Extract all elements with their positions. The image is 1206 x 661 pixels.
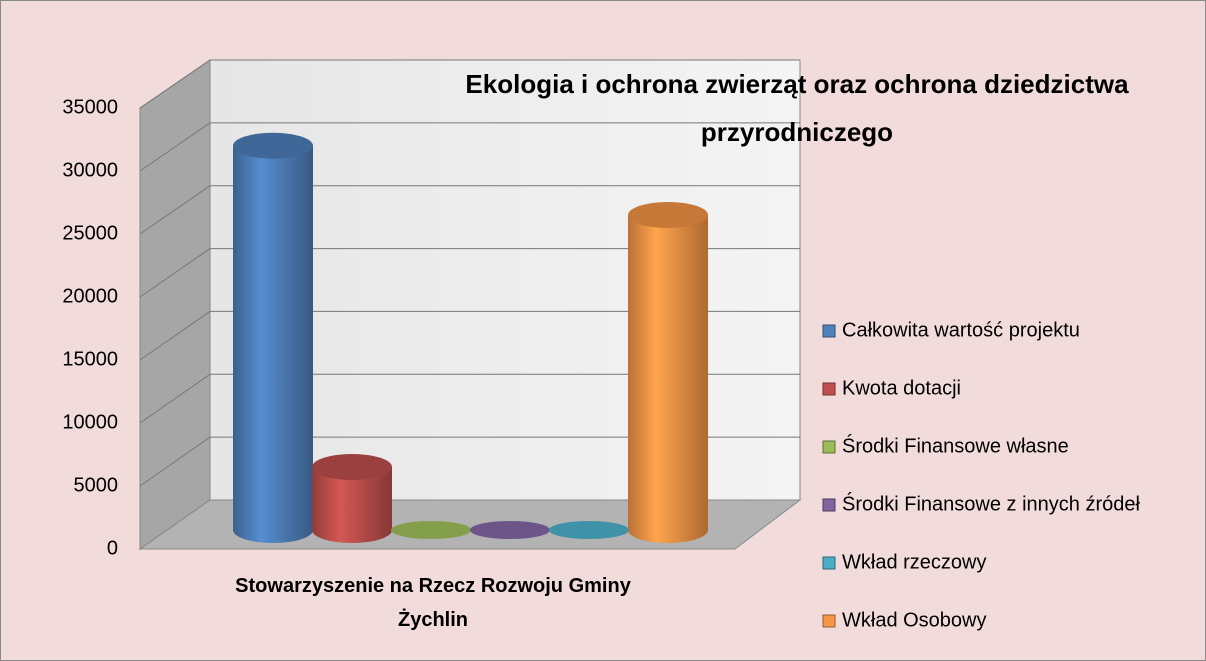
bar — [628, 215, 708, 530]
y-tick-label: 10000 — [62, 411, 118, 433]
grid-line — [139, 311, 211, 361]
legend-swatch — [822, 556, 836, 570]
y-tick-label: 0 — [107, 537, 118, 559]
grid-line — [139, 248, 211, 298]
legend-label: Całkowita wartość projektu — [842, 319, 1080, 341]
bar — [233, 145, 313, 530]
legend-swatch — [822, 324, 836, 338]
grid-line — [139, 436, 211, 487]
bar-top — [312, 454, 392, 480]
grid-line — [139, 122, 211, 172]
y-tick-label: 25000 — [62, 222, 118, 244]
bar-top — [628, 202, 708, 228]
bar-top — [233, 132, 313, 159]
y-tick-label: 15000 — [62, 348, 118, 370]
x-tick-line: Żychlin — [398, 608, 468, 631]
side-wall — [139, 59, 211, 550]
grid-line — [139, 59, 211, 109]
bars — [233, 132, 708, 543]
bar — [391, 521, 471, 539]
legend-swatch — [822, 498, 836, 512]
grid-line — [139, 185, 211, 235]
y-tick-label: 30000 — [62, 159, 118, 181]
legend-label: Wkład Osobowy — [842, 609, 987, 631]
legend-label: Środki Finansowe z innych źródeł — [842, 491, 1140, 515]
legend-label: Środki Finansowe własne — [842, 433, 1069, 457]
grid-line — [139, 373, 211, 424]
legend-swatch — [822, 614, 836, 628]
y-tick-label: 20000 — [62, 285, 118, 307]
bar — [549, 521, 629, 539]
x-tick-label: Stowarzyszenie na Rzecz Rozwoju Gminy Życ… — [235, 575, 632, 631]
y-tick-label: 5000 — [74, 474, 119, 496]
legend-label: Wkład rzeczowy — [842, 551, 986, 573]
bar — [470, 521, 550, 539]
chart-subtitle: przyrodniczego — [701, 117, 893, 147]
chart-title: Ekologia i ochrona zwierząt oraz ochrona… — [465, 69, 1129, 99]
y-tick-label: 35000 — [62, 96, 118, 118]
x-tick-line: Stowarzyszenie na Rzecz Rozwoju Gminy — [235, 575, 632, 597]
legend-label: Kwota dotacji — [842, 377, 961, 399]
legend-swatch — [822, 440, 836, 454]
legend-swatch — [822, 382, 836, 396]
